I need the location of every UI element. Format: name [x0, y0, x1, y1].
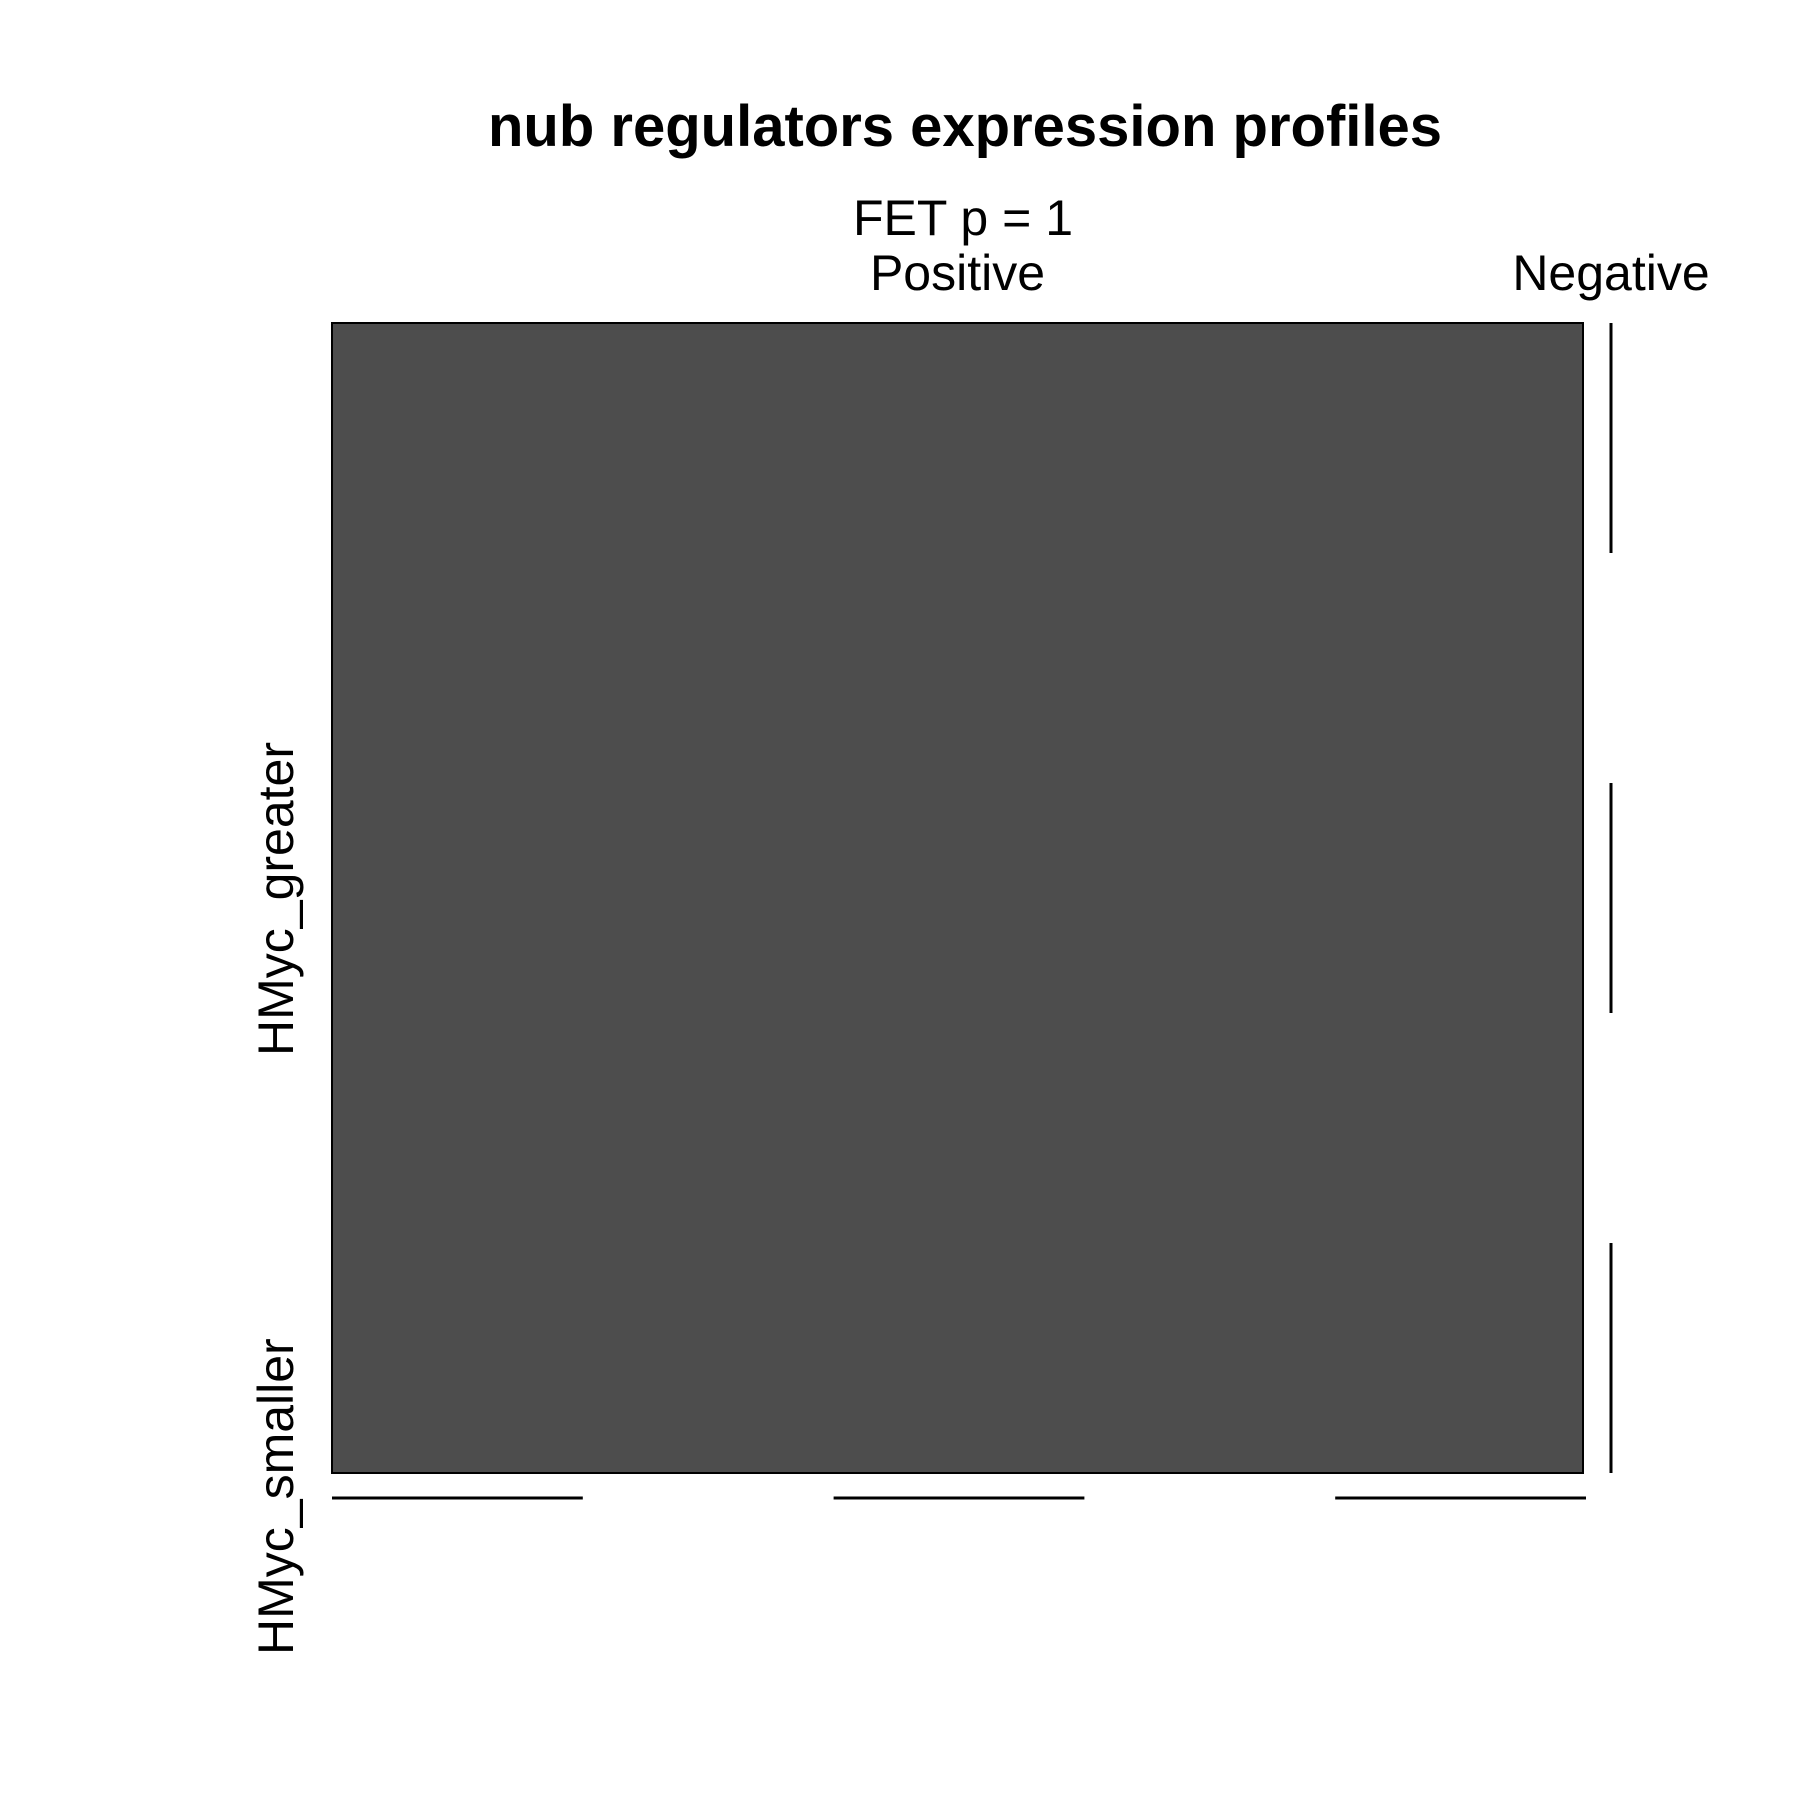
x-category-label-negative: Negative: [1512, 245, 1709, 301]
tiles-layer: [331, 322, 1584, 1474]
y-category-labels: HMyc_smaller HMyc_greater: [248, 742, 304, 1655]
y-category-label-hmyc-smaller: HMyc_smaller: [248, 1338, 304, 1655]
chart-title: nub regulators expression profiles: [488, 94, 1442, 159]
y-category-label-hmyc-greater: HMyc_greater: [248, 742, 304, 1056]
chart-subtitle: FET p = 1: [853, 190, 1073, 246]
x-category-label-positive: Positive: [870, 245, 1045, 301]
tile-positive-hmyc-smaller: [331, 322, 1584, 1474]
x-category-labels: Positive Negative: [870, 245, 1710, 301]
